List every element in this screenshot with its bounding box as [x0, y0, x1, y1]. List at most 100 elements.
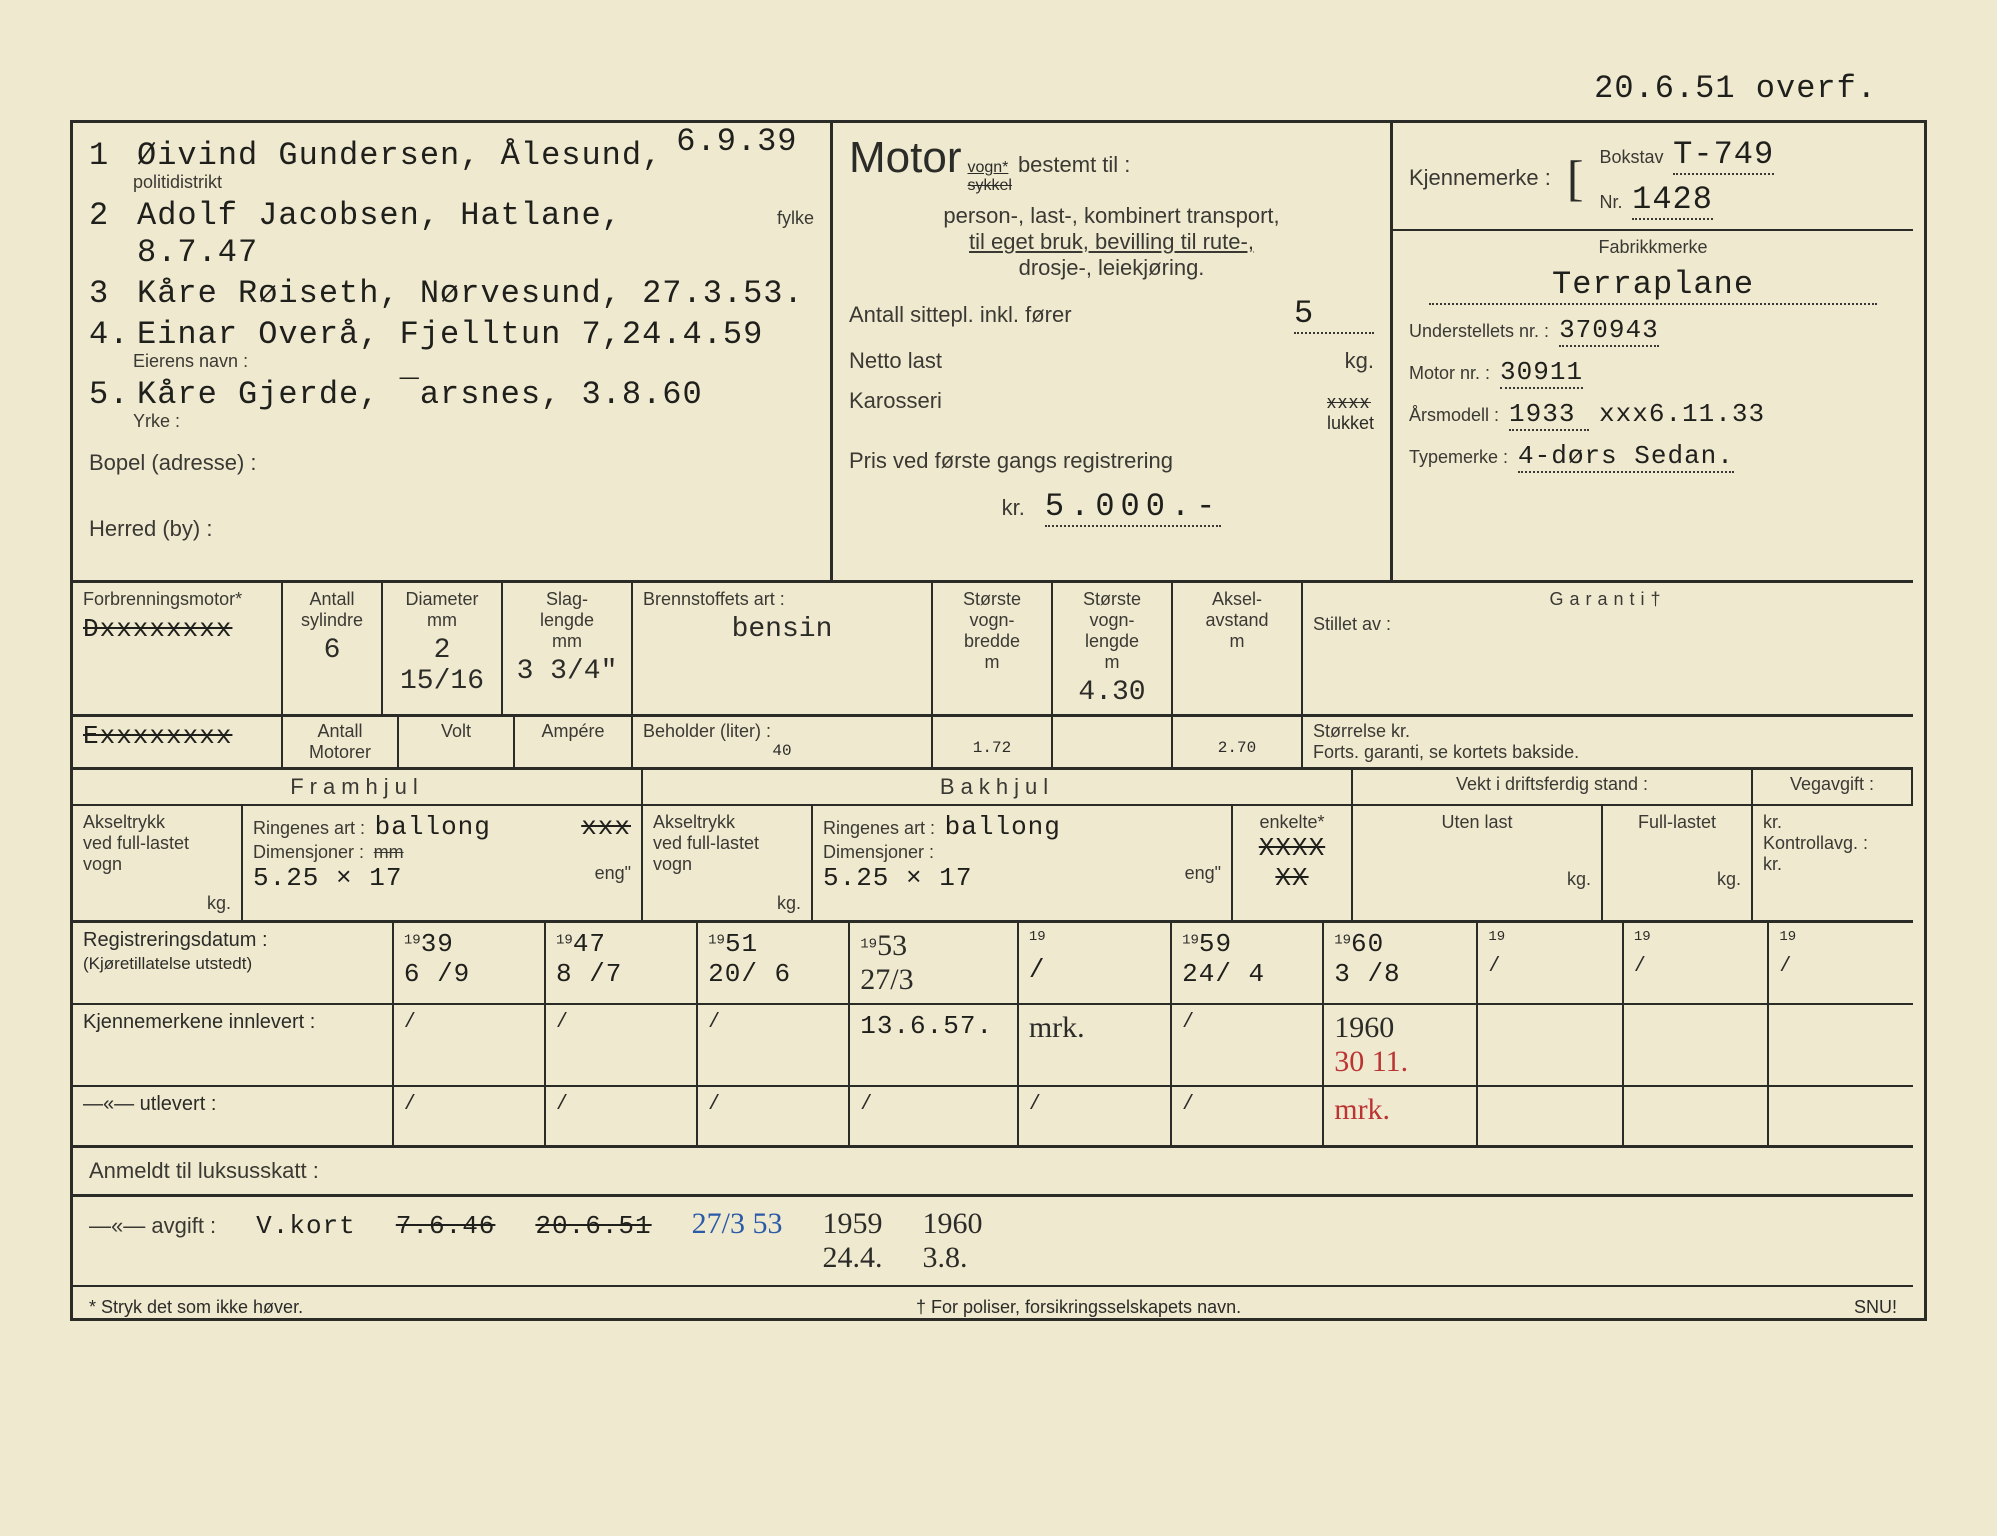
avgift-date: 3.8.: [922, 1241, 982, 1275]
transfer-note: 20.6.51 overf.: [1594, 70, 1877, 107]
seats-label: Antall sittepl. inkl. fører: [849, 302, 1072, 328]
owner-line: Kåre Røiseth, Nørvesund, 27.3.53.: [137, 275, 804, 312]
elek-label: Exxxxxxxx: [83, 721, 232, 751]
engine-row2: Exxxxxxxx AntallMotorer Volt Ampére Beho…: [73, 717, 1913, 770]
owner-num: 5.: [89, 376, 123, 413]
purpose-line: til eget bruk, bevilling til rute-,: [849, 229, 1374, 255]
chassis-value: 370943: [1559, 315, 1659, 347]
motor-sykkel: sykkel: [967, 177, 1011, 195]
avgift-date: 20.6.51: [535, 1211, 651, 1241]
regdatum-sub: (Kjøretillatelse utstedt): [83, 954, 252, 973]
innlev-cell: mrk.: [1029, 1011, 1085, 1044]
xx: XX: [1275, 863, 1308, 893]
bredde-label: Største vogn- bredde m: [943, 589, 1041, 673]
fabrikkmerke-label: Fabrikkmerke: [1409, 237, 1897, 258]
owner-line: Øivind Gundersen, Ålesund,: [137, 137, 662, 174]
antall-label: Antall: [317, 721, 362, 741]
date-cell: 27/3: [860, 963, 913, 996]
lengde-value: 4.30: [1063, 677, 1161, 708]
year-cell: 59: [1199, 929, 1232, 959]
year-extra: xxx6.11.33: [1599, 399, 1765, 429]
utlev-cell: mrk.: [1334, 1093, 1390, 1126]
vkort: V.kort: [256, 1211, 356, 1241]
registration-table: Registreringsdatum : (Kjøretillatelse uts…: [73, 923, 1913, 1145]
owner-sublabel: Yrke :: [133, 411, 814, 432]
wheels-row: Framhjul Bakhjul Vekt i driftsferdig sta…: [73, 770, 1913, 923]
amp-label: Ampére: [515, 717, 633, 767]
type-value: 4-dørs Sedan.: [1518, 441, 1734, 473]
motornr-label: Motor nr. :: [1409, 363, 1490, 384]
date-cell: 20/ 6: [708, 959, 791, 989]
owner-sublabel: politidistrikt: [133, 172, 814, 193]
avgift-date: 27/3 53: [692, 1207, 783, 1241]
price-label: Pris ved første gangs registrering: [849, 448, 1374, 474]
luksusskatt-row: Anmeldt til luksusskatt :: [73, 1148, 1913, 1197]
kg-label: kg.: [653, 893, 801, 914]
owner-sublabel: fylke: [777, 208, 814, 229]
year-label: Årsmodell :: [1409, 405, 1499, 426]
brenn-value: bensin: [643, 614, 921, 645]
dia-value: 2 15/16: [393, 635, 491, 697]
volt-label: Volt: [399, 717, 515, 767]
type-label: Typemerke :: [1409, 447, 1508, 468]
uten-last-label: Uten last: [1441, 812, 1512, 832]
bestemt-label: bestemt til :: [1018, 152, 1130, 178]
garanti-forts: Forts. garanti, se kortets bakside.: [1313, 742, 1579, 762]
herred-label: Herred (by) :: [89, 516, 814, 542]
innlev-cell: 30 11.: [1334, 1045, 1408, 1078]
date-cell: 8 /7: [556, 959, 622, 989]
eng-label: eng": [1185, 863, 1221, 884]
footer: * Stryk det som ikke høver. † For polise…: [73, 1285, 1913, 1318]
bokstav-value: T-749: [1673, 136, 1774, 175]
regdatum-label: Registreringsdatum :: [83, 929, 268, 951]
damp-label: Dxxxxxxxx: [83, 614, 271, 644]
footnote-snu: SNU!: [1854, 1297, 1897, 1318]
seats-value: 5: [1294, 295, 1374, 334]
cyl-value: 6: [293, 635, 371, 666]
motor-title: Motor: [849, 133, 961, 183]
ring-value: ballong: [945, 812, 1061, 842]
kr-label: kr.: [1763, 812, 1782, 832]
vegavgift-header: Vegavgift :: [1753, 770, 1913, 806]
luksusskatt-label: Anmeldt til luksusskatt :: [89, 1158, 319, 1183]
price-kr: kr.: [1002, 495, 1025, 521]
garanti-storrelse: Størrelse kr.: [1313, 721, 1410, 741]
footnote-poliser: † For poliser, forsikringsselskapets nav…: [916, 1297, 1241, 1318]
kontroll-label: Kontrollavg. :: [1763, 833, 1868, 853]
akseltrykk-label: Akseltrykk ved full-lastet vogn: [83, 812, 189, 874]
nr-label: Nr.: [1600, 192, 1623, 212]
forbrenning-label: Forbrenningsmotor*: [83, 589, 271, 610]
enkelte-label: enkelte*: [1259, 812, 1324, 832]
brenn-label: Brennstoffets art :: [643, 589, 921, 610]
nr-value: 1428: [1632, 181, 1713, 220]
lengde-label: Største vogn- lengde m: [1063, 589, 1161, 673]
year-cell: 39: [421, 929, 454, 959]
kg-label: kg.: [1363, 869, 1591, 890]
price-value: 5.000.-: [1045, 488, 1221, 527]
full-lastet-label: Full-lastet: [1638, 812, 1716, 832]
fabrikkmerke-value: Terraplane: [1429, 266, 1877, 305]
year-value: 1933: [1509, 399, 1589, 431]
slag-value: 3 3/4": [513, 656, 621, 687]
bokstav-label: Bokstav: [1600, 147, 1664, 167]
aksel-label: Aksel- avstand m: [1183, 589, 1291, 652]
beholder-label: Beholder (liter) :: [643, 721, 771, 741]
owner-date: 6.9.39: [676, 123, 797, 160]
bracket-icon: [: [1567, 149, 1584, 207]
registration-block: Registreringsdatum : (Kjøretillatelse uts…: [73, 923, 1913, 1148]
table-row: —«— utlevert : ////// mrk.: [73, 1086, 1913, 1145]
year-cell: 60: [1351, 929, 1384, 959]
registration-card: 20.6.51 overf. 1Øivind Gundersen, Ålesun…: [0, 0, 1997, 1536]
utlevert-label: —«— utlevert :: [73, 1086, 393, 1145]
avgift-label: —«— avgift :: [89, 1213, 216, 1239]
mm-label: mm: [374, 842, 404, 862]
motornr-value: 30911: [1500, 357, 1583, 389]
dim-label: Dimensjoner :: [823, 842, 934, 862]
owner-sublabel: Eierens navn :: [133, 351, 814, 372]
akseltrykk-label: Akseltrykk ved full-lastet vogn: [653, 812, 759, 874]
dim-value: 5.25 × 17: [253, 863, 402, 893]
owners-block: 1Øivind Gundersen, Ålesund,6.9.39 politi…: [73, 123, 833, 583]
dim-label: Dimensjoner :: [253, 842, 364, 862]
vekt-header: Vekt i driftsferdig stand :: [1353, 770, 1753, 806]
cyl-label: Antall sylindre: [293, 589, 371, 631]
